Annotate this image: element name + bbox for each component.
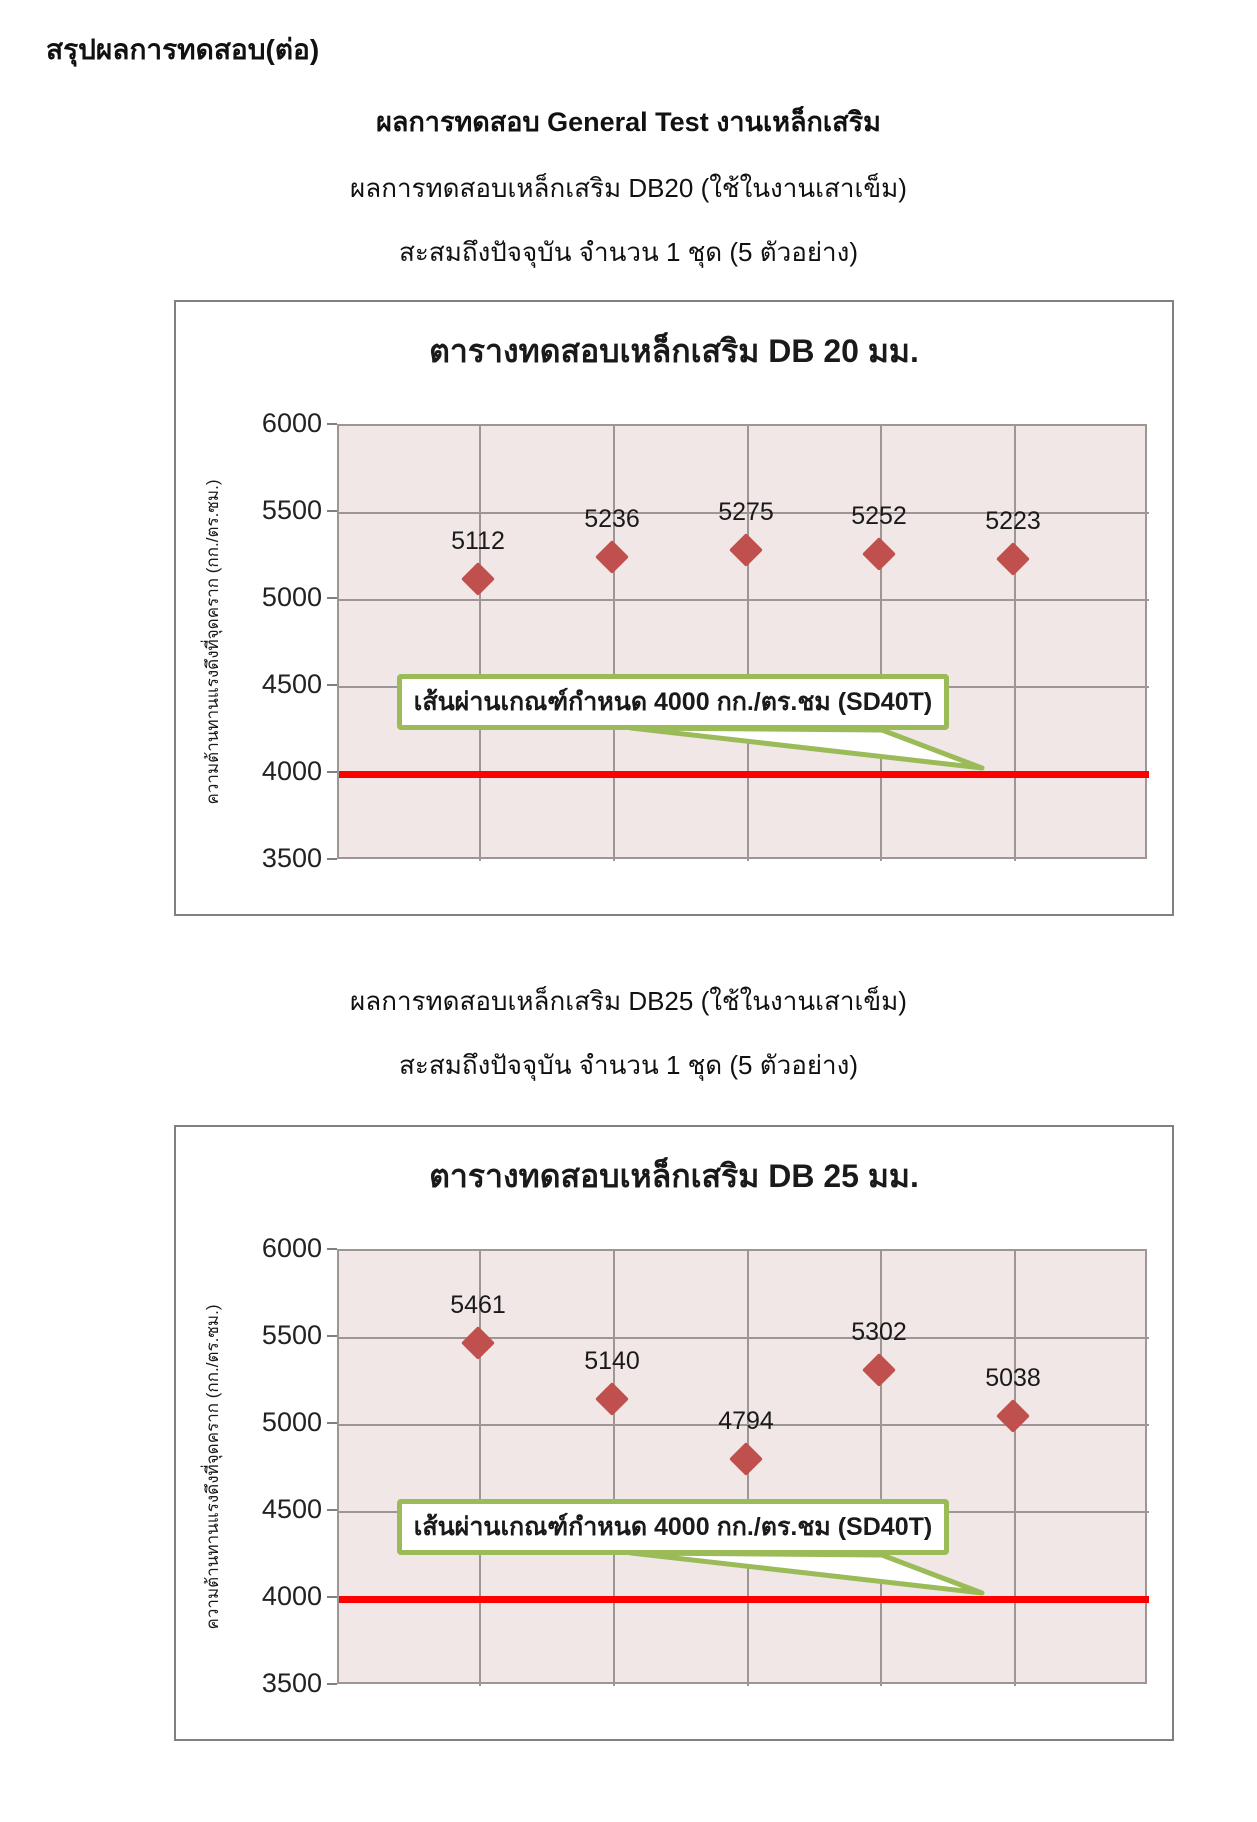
y-tick-label: 3500 — [261, 1668, 322, 1698]
v-gridline — [613, 426, 615, 861]
v-gridline — [880, 1251, 882, 1686]
y-tick-mark — [327, 1248, 337, 1250]
y-tick-mark — [327, 510, 337, 512]
y-tick-mark — [327, 858, 337, 860]
y-tick-label: 6000 — [261, 408, 322, 438]
data-point-label: 4794 — [718, 1406, 774, 1435]
y-tick-label: 5500 — [261, 1320, 322, 1350]
main-subtitle: ผลการทดสอบ General Test งานเหล็กเสริม — [376, 107, 881, 137]
section1-line2: สะสมถึงปัจจุบัน จำนวน 1 ชุด (5 ตัวอย่าง) — [398, 237, 859, 267]
y-axis-title: ความต้านทานแรงดึงที่จุดคราก (กก./ตร.ซม.) — [203, 1304, 222, 1629]
data-point-label: 5140 — [584, 1346, 640, 1375]
section2-line2: สะสมถึงปัจจุบัน จำนวน 1 ชุด (5 ตัวอย่าง) — [398, 1050, 859, 1080]
v-gridline — [613, 1251, 615, 1686]
y-tick-label: 3500 — [261, 843, 322, 873]
y-tick-mark — [327, 1422, 337, 1424]
data-point-label: 5223 — [985, 507, 1041, 536]
y-tick-mark — [327, 1596, 337, 1598]
h-gridline — [339, 1424, 1149, 1426]
chart-title: ตารางทดสอบเหล็กเสริม DB 25 มม. — [429, 1158, 919, 1194]
y-tick-mark — [327, 771, 337, 773]
y-tick-mark — [327, 597, 337, 599]
y-tick-label: 6000 — [261, 1233, 322, 1263]
spec-limit-line — [339, 771, 1149, 778]
y-tick-mark — [327, 1683, 337, 1685]
page-title: สรุปผลการทดสอบ(ต่อ) — [46, 34, 320, 65]
h-gridline — [339, 599, 1149, 601]
section2-line1: ผลการทดสอบเหล็กเสริม DB25 (ใช้ในงานเสาเข… — [350, 986, 907, 1016]
v-gridline — [880, 426, 882, 861]
data-point-label: 5112 — [451, 526, 505, 555]
y-tick-label: 5000 — [261, 1407, 322, 1437]
data-point-label: 5302 — [851, 1318, 907, 1347]
v-gridline — [1014, 426, 1016, 861]
v-gridline — [479, 426, 481, 861]
y-tick-mark — [327, 423, 337, 425]
h-gridline — [339, 1337, 1149, 1339]
data-point-label: 5252 — [851, 502, 907, 531]
data-point-label: 5461 — [450, 1290, 506, 1319]
spec-limit-callout: เส้นผ่านเกณฑ์กำหนด 4000 กก./ตร.ชม (SD40T… — [397, 1499, 949, 1555]
chart-title: ตารางทดสอบเหล็กเสริม DB 20 มม. — [429, 333, 919, 369]
y-tick-label: 4500 — [261, 669, 322, 699]
plot-area — [337, 424, 1149, 861]
data-point-label: 5038 — [985, 1364, 1041, 1393]
chart-db25: ตารางทดสอบเหล็กเสริม DB 25 มม. 6000 5500 5… — [174, 1125, 1174, 1741]
chart-db20: ตารางทดสอบเหล็กเสริม DB 20 มม. 6000 5500 5… — [174, 300, 1174, 916]
y-tick-mark — [327, 1509, 337, 1511]
y-tick-mark — [327, 684, 337, 686]
y-axis-title: ความต้านทานแรงดึงที่จุดคราก (กก./ตร.ซม.) — [203, 479, 222, 804]
y-tick-label: 4500 — [261, 1494, 322, 1524]
spec-limit-line — [339, 1596, 1149, 1603]
data-point-label: 5275 — [718, 498, 774, 527]
v-gridline — [747, 426, 749, 861]
y-tick-label: 5500 — [261, 495, 322, 525]
h-gridline — [339, 512, 1149, 514]
y-tick-mark — [327, 1335, 337, 1337]
v-gridline — [479, 1251, 481, 1686]
section1-line1: ผลการทดสอบเหล็กเสริม DB20 (ใช้ในงานเสาเข… — [350, 173, 907, 203]
data-point-label: 5236 — [584, 504, 640, 533]
spec-limit-callout: เส้นผ่านเกณฑ์กำหนด 4000 กก./ตร.ชม (SD40T… — [397, 674, 949, 730]
y-tick-label: 5000 — [261, 582, 322, 612]
y-tick-label: 4000 — [261, 756, 322, 786]
v-gridline — [1014, 1251, 1016, 1686]
y-tick-label: 4000 — [261, 1581, 322, 1611]
